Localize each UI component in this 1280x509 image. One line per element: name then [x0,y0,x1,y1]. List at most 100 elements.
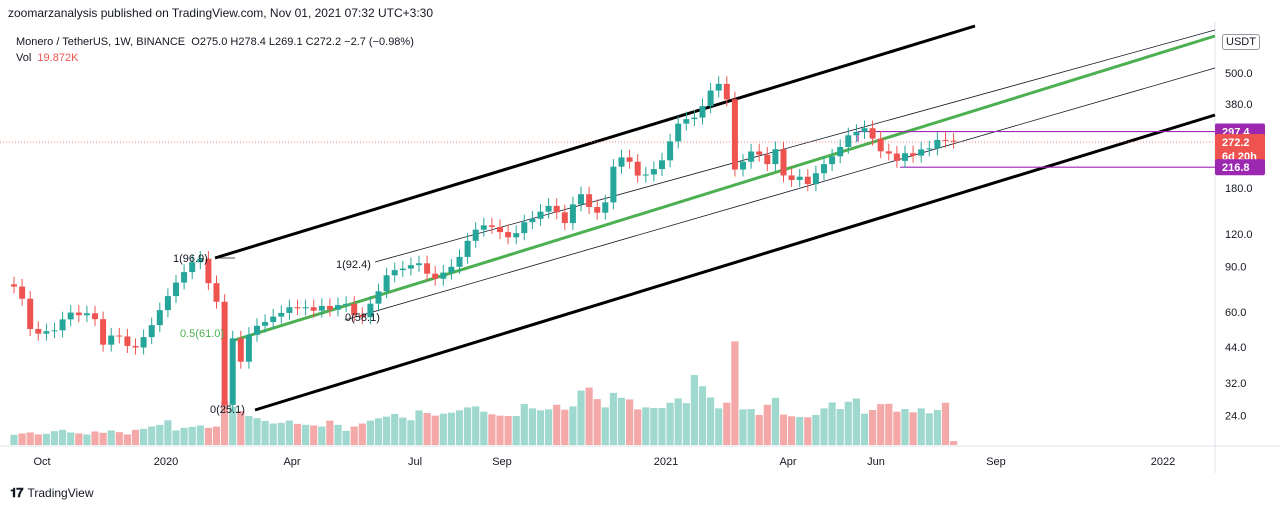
y-tick-label-1: 32.0 [1225,378,1246,390]
volume-bar-39 [326,420,334,445]
volume-bar-84 [690,375,698,445]
volume-bar-6 [59,429,67,445]
fib-annotation-2: 0(25.1) [210,404,245,416]
candle-body-98 [804,176,811,185]
candle-body-21 [181,272,188,283]
volume-bar-98 [804,417,812,445]
candle-body-41 [343,303,350,306]
unit-selector[interactable]: USDT [1222,34,1260,50]
candle-body-17 [148,325,155,338]
candle-body-39 [326,305,333,310]
volume-bar-97 [796,416,804,445]
candle-body-42 [351,303,358,315]
candle-body-46 [383,275,390,292]
candle-body-52 [432,273,439,279]
volume-bar-113 [925,413,933,445]
volume-bar-45 [374,418,383,445]
candle-body-58 [480,225,487,230]
price-chart[interactable]: 1(96.9) 0.5(61.0) 0(25.1) 1(92.4) 0(58.1) 24.… [0,22,1280,473]
x-tick-label-5: 2021 [654,456,678,468]
symbol-line: Monero / TetherUS, 1W, BINANCE O275.0 H2… [16,34,414,50]
candle-body-107 [877,138,884,152]
candle-body-25 [213,283,220,302]
candle-body-89 [731,99,738,170]
candle-body-70 [578,194,584,205]
volume-bar-18 [156,424,164,445]
volume-bar-16 [140,428,148,445]
volume-bar-61 [504,415,512,445]
candle-body-73 [602,202,609,213]
volume-bar-52 [431,415,439,445]
candle-body-43 [359,314,366,318]
volume-bar-88 [723,402,731,445]
tradingview-footer[interactable]: 𝟏𝟕 TradingView [10,485,94,501]
volume-bar-3 [34,434,42,445]
volume-bar-72 [593,399,601,445]
volume-bar-21 [180,427,188,445]
candle-body-72 [594,206,601,213]
candle-body-108 [885,151,892,154]
candle-body-114 [934,139,941,149]
candle-body-96 [788,175,795,180]
candle-body-45 [375,291,382,304]
candle-body-57 [472,229,479,241]
candle-body-67 [553,205,560,213]
volume-bar-34 [285,420,293,445]
volume-bar-63 [520,404,528,445]
candle-body-86 [707,90,714,107]
volume-bar-82 [674,398,682,445]
candle-body-90 [740,161,746,170]
candle-body-99 [812,173,819,185]
candle-body-29 [245,334,252,362]
candle-body-2 [27,298,34,330]
volume-bar-62 [512,415,520,445]
volume-bar-0 [10,434,18,445]
volume-bar-64 [528,408,536,445]
candle-body-74 [610,166,617,203]
last-price-label-box [1215,134,1265,164]
candle-body-53 [440,272,447,279]
volume-bar-56 [464,407,472,445]
volume-bar-86 [707,397,715,445]
last-price-label-text-0: 272.2 [1222,137,1250,149]
volume-value: 19.872K [37,52,79,64]
candle-body-12 [108,335,115,345]
candle-body-88 [723,83,730,100]
candle-body-60 [497,226,503,233]
volume-bar-33 [277,422,285,445]
volume-bar-5 [50,431,59,445]
volume-bar-14 [123,434,131,445]
volume-bar-23 [196,425,204,445]
candle-body-59 [488,225,495,227]
volume-bar-9 [83,434,91,445]
candle-body-30 [254,325,260,335]
x-tick-label-8: Sep [986,456,1006,468]
volume-bar-32 [269,423,277,445]
volume-bar-38 [318,426,326,445]
candle-body-65 [537,211,544,219]
volume-bar-25 [212,426,221,445]
volume-bar-107 [877,404,885,445]
volume-bar-47 [391,413,399,445]
volume-bar-12 [107,430,115,445]
candle-body-97 [796,176,803,180]
candle-body-5 [51,330,58,332]
symbol-label[interactable]: Monero / TetherUS, 1W, BINANCE [16,36,186,48]
candle-body-100 [821,164,827,174]
candle-body-11 [100,319,107,345]
volume-bar-10 [91,431,99,445]
lower-range-label-box [1215,159,1265,176]
candle-body-9 [83,313,90,316]
volume-bar-2 [26,432,34,445]
volume-bar-58 [480,411,488,445]
volume-bar-114 [933,410,941,445]
y-tick-label-3: 60.0 [1225,307,1246,319]
volume-label[interactable]: Vol [16,52,32,64]
fib-annotation-4: 0(58.1) [345,312,380,324]
candle-body-83 [683,119,690,124]
candle-body-71 [586,194,593,207]
candle-body-94 [772,149,779,165]
x-tick-label-1: 2020 [154,456,178,468]
volume-bar-22 [188,426,196,445]
volume-bar-59 [488,414,496,445]
